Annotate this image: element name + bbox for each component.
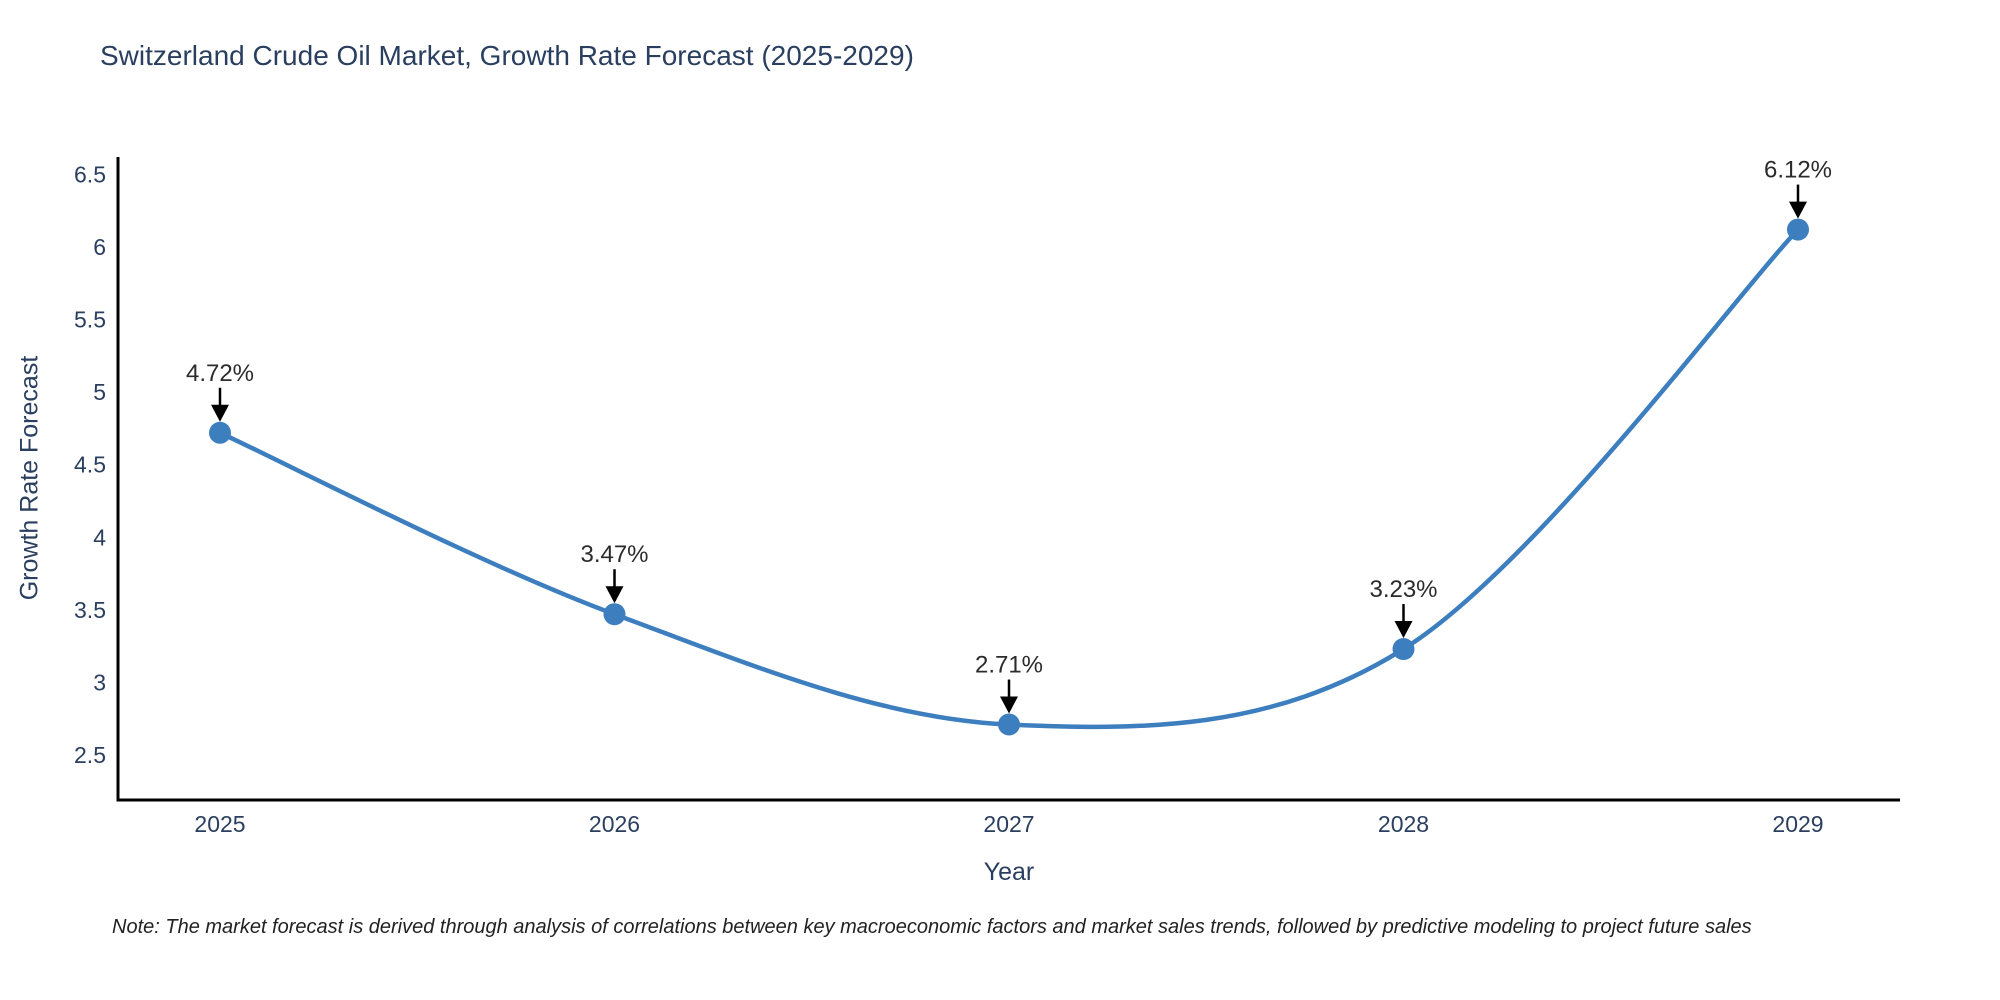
y-tick-label: 2.5 (74, 742, 106, 768)
annotation-label: 3.23% (1369, 576, 1437, 603)
annotation-arrowhead (605, 586, 624, 604)
annotation-label: 3.47% (580, 541, 648, 568)
x-tick-label: 2025 (194, 811, 245, 837)
y-tick-label: 4.5 (74, 452, 106, 478)
data-point[interactable] (1787, 218, 1809, 241)
y-tick-label: 3.5 (74, 597, 106, 623)
annotation-arrowhead (211, 404, 229, 422)
y-tick-label: 3 (93, 669, 106, 695)
x-tick-label: 2028 (1378, 811, 1429, 837)
annotation-arrowhead (1000, 696, 1018, 714)
annotation-label: 4.72% (186, 360, 254, 387)
y-tick-label: 6.5 (74, 161, 106, 187)
data-point[interactable] (209, 421, 231, 444)
annotation-arrowhead (1789, 201, 1807, 219)
y-tick-label: 4 (93, 524, 106, 550)
y-tick-label: 5.5 (74, 307, 106, 333)
annotation-arrowhead (1394, 621, 1413, 639)
y-tick-label: 6 (93, 234, 106, 260)
x-tick-label: 2029 (1772, 811, 1823, 837)
data-point[interactable] (1392, 638, 1415, 661)
x-axis-title: Year (983, 858, 1035, 886)
footnote: Note: The market forecast is derived thr… (112, 916, 1752, 938)
data-point[interactable] (603, 603, 626, 626)
annotation-label: 2.71% (975, 652, 1043, 679)
annotation-label: 6.12% (1764, 157, 1832, 184)
x-tick-label: 2026 (589, 811, 640, 837)
data-point[interactable] (998, 713, 1020, 736)
series-line (217, 227, 1801, 730)
y-tick-label: 5 (93, 379, 106, 405)
chart-title: Switzerland Crude Oil Market, Growth Rat… (100, 40, 914, 71)
x-tick-label: 2027 (983, 811, 1034, 837)
